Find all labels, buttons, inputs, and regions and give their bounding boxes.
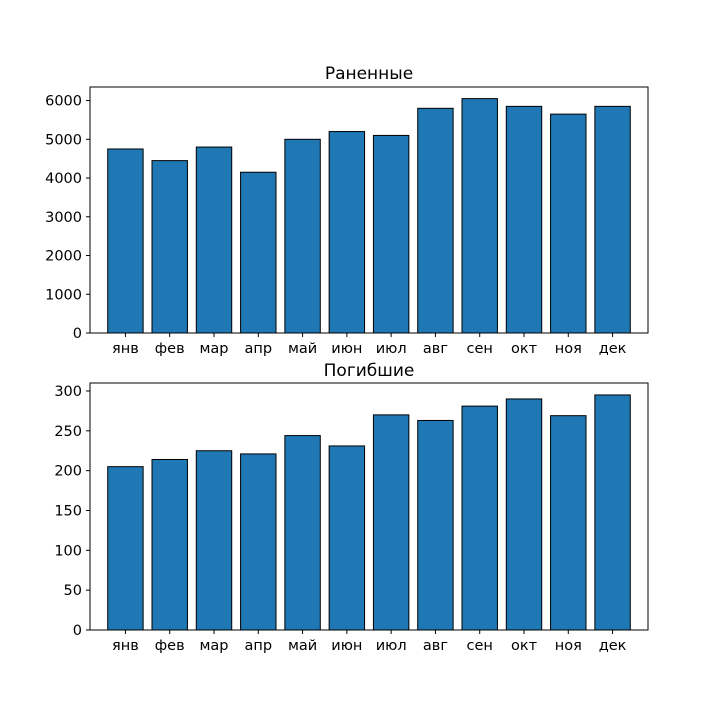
x-tick-label: мар <box>199 341 228 357</box>
y-axis: 0 50 100 150 200 250 300 <box>54 384 90 639</box>
y-tick-label: 100 <box>54 543 82 559</box>
y-tick-label: 0 <box>73 623 82 639</box>
y-tick-label: 1000 <box>45 287 82 303</box>
bar-янв <box>107 466 144 631</box>
bar-июн <box>328 131 366 334</box>
plot-frame <box>89 86 649 334</box>
y-tick-label: 3000 <box>45 210 82 226</box>
bar-сен <box>461 405 498 631</box>
x-tick-label: дек <box>599 638 627 654</box>
x-tick-label: апр <box>244 638 272 654</box>
x-axis: янв фев мар апр май июн июл авг сен окт ноя дек <box>112 333 627 357</box>
x-tick-label: ноя <box>555 638 582 654</box>
x-tick-label: окт <box>511 341 538 357</box>
bar-окт <box>505 398 543 631</box>
x-tick-label: сен <box>467 638 493 654</box>
y-tick-label: 50 <box>64 583 82 599</box>
bar-июл <box>372 414 410 631</box>
bar-июл <box>372 134 410 334</box>
x-tick-label: июл <box>376 341 407 357</box>
y-tick-label: 2000 <box>45 249 82 265</box>
x-tick-label: янв <box>112 341 139 357</box>
x-axis: янв фев мар апр май июн июл авг сен окт ноя дек <box>112 630 627 654</box>
x-tick-label: июн <box>331 341 362 357</box>
x-tick-label: фев <box>155 638 185 654</box>
bar-янв <box>107 148 144 334</box>
bar-май <box>284 138 321 334</box>
bars-layer <box>107 394 631 631</box>
bar-фев <box>151 458 188 631</box>
y-tick-label: 250 <box>54 424 82 440</box>
bar-дек <box>594 394 631 631</box>
bar-июн <box>328 445 366 631</box>
x-tick-label: дек <box>599 341 627 357</box>
y-tick-label: 200 <box>54 464 82 480</box>
bars-layer <box>107 98 631 334</box>
y-tick-label: 4000 <box>45 171 82 187</box>
bar-ноя <box>550 415 587 631</box>
bar-мар <box>195 450 233 631</box>
x-tick-label: май <box>288 638 317 654</box>
bar-авг <box>417 419 454 631</box>
x-tick-label: авг <box>423 341 448 357</box>
x-tick-label: июн <box>331 638 362 654</box>
chart-title: Погибшие <box>324 361 415 381</box>
x-tick-label: янв <box>112 638 139 654</box>
chart-wounded: Раненные 0 1000 2000 3000 4000 5000 6000 янв фе… <box>45 64 649 357</box>
x-tick-label: май <box>288 341 317 357</box>
x-tick-label: окт <box>511 638 538 654</box>
bar-мар <box>195 146 233 334</box>
y-tick-label: 300 <box>54 384 82 400</box>
y-axis: 0 1000 2000 3000 4000 5000 6000 <box>45 94 90 342</box>
x-tick-label: фев <box>155 341 185 357</box>
bar-ноя <box>550 113 587 334</box>
y-tick-label: 6000 <box>45 94 82 110</box>
bar-апр <box>240 453 277 631</box>
bar-окт <box>505 105 543 334</box>
chart-title: Раненные <box>325 64 413 84</box>
x-tick-label: июл <box>376 638 407 654</box>
x-tick-label: апр <box>244 341 272 357</box>
bar-сен <box>461 98 498 334</box>
bar-авг <box>417 107 454 334</box>
x-tick-label: авг <box>423 638 448 654</box>
y-tick-label: 5000 <box>45 132 82 148</box>
x-tick-label: сен <box>467 341 493 357</box>
bar-апр <box>240 171 277 334</box>
x-tick-label: мар <box>199 638 228 654</box>
x-tick-label: ноя <box>555 341 582 357</box>
bar-май <box>284 435 321 631</box>
y-tick-label: 0 <box>73 326 82 342</box>
bar-дек <box>594 105 631 334</box>
y-tick-label: 150 <box>54 503 82 519</box>
bar-фев <box>151 160 188 334</box>
chart-killed: Погибшие 0 50 100 150 200 250 300 янв фев мар апр… <box>54 361 649 654</box>
plot-frame <box>89 382 649 631</box>
